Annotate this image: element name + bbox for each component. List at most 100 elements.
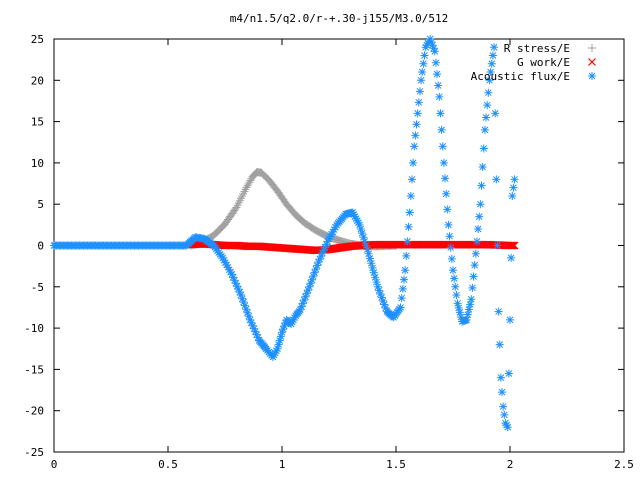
y-tick-label: 15 [31,116,44,129]
data-point [412,119,422,129]
y-tick-label: 20 [31,74,44,87]
axes: 0 0.5 1 1.5 2 2.5 25 20 15 10 5 0 -5 -10 -15 -20 -25 [24,33,634,471]
data-point [504,369,514,379]
data-point [431,58,441,68]
data-point [415,86,425,96]
data-point [480,125,490,135]
data-point [482,100,492,110]
y-tick-label: -5 [31,281,44,294]
y-tick-label: -25 [24,446,44,459]
data-point [433,80,443,90]
data-point [472,236,482,246]
data-point [440,173,450,183]
y-tick-label: -10 [24,322,44,335]
data-point [432,69,442,79]
x-tick-label: 2.5 [614,458,634,471]
data-point [471,249,481,259]
data-point [451,290,461,300]
data-point [437,125,447,135]
x-tick-label: 0.5 [158,458,178,471]
legend-marker [587,43,597,53]
data-point [408,158,418,168]
data-point [489,42,499,52]
data-point [497,387,507,397]
data-point [467,283,477,293]
data-point [402,236,412,246]
data-point [405,207,415,217]
data-point [420,51,429,61]
data-point [417,67,427,77]
legend-marker [587,57,597,67]
data-point [496,373,506,383]
x-tick-label: 1.5 [386,458,406,471]
data-point [407,174,417,184]
data-point [508,183,518,193]
data-point [481,112,491,122]
data-point [466,294,476,304]
data-point [491,174,501,184]
data-point [406,191,416,201]
data-point [399,275,409,285]
data-point [470,260,480,270]
data-point [475,199,485,209]
data-point [448,265,458,275]
x-tick-label: 0 [51,458,58,471]
data-point [396,302,406,312]
data-point [498,402,508,412]
series-g-work [186,239,519,255]
legend-label: Acoustic flux/E [471,70,570,83]
data-point [435,108,445,118]
series-acoustic-flux [49,34,520,432]
series-layer [49,34,520,432]
legend-label: R stress/E [504,42,570,55]
data-point [487,59,497,69]
data-point [438,141,448,151]
data-point [237,191,247,201]
y-tick-label: 0 [37,240,44,253]
data-point [490,108,500,118]
data-point [430,46,440,56]
data-point [510,174,520,184]
data-point [503,422,513,432]
data-point [494,307,504,317]
data-point [260,171,270,181]
data-point [477,181,486,191]
y-tick-label: 10 [31,157,44,170]
chart-title: m4/n1.5/q2.0/r-+.30-j155/M3.0/512 [230,12,449,25]
data-point [441,189,451,199]
data-point [474,212,484,222]
data-point [447,254,457,264]
y-tick-label: -15 [24,363,44,376]
data-point [397,293,407,303]
series-r-stress [186,167,401,251]
data-point [443,220,453,230]
data-point [303,285,313,295]
data-point [505,315,515,325]
data-point [404,222,414,232]
data-point [410,130,420,140]
data-point [409,141,419,151]
data-point [442,204,452,214]
x-tick-label: 1 [279,458,286,471]
data-point [418,59,428,69]
data-point [439,158,449,168]
data-point [469,271,479,281]
data-point [450,282,460,292]
data-point [434,92,444,102]
data-point [414,97,424,107]
data-point [445,231,455,241]
data-point [479,143,489,153]
data-point [398,284,408,294]
data-point [506,253,516,263]
data-point [499,410,509,420]
data-point [492,241,502,250]
data-point [488,51,498,61]
y-tick-label: -20 [24,405,44,418]
data-point [507,191,517,201]
data-point [478,162,488,172]
y-tick-label: 5 [37,198,44,211]
data-point [416,75,426,85]
data-point [413,108,423,118]
